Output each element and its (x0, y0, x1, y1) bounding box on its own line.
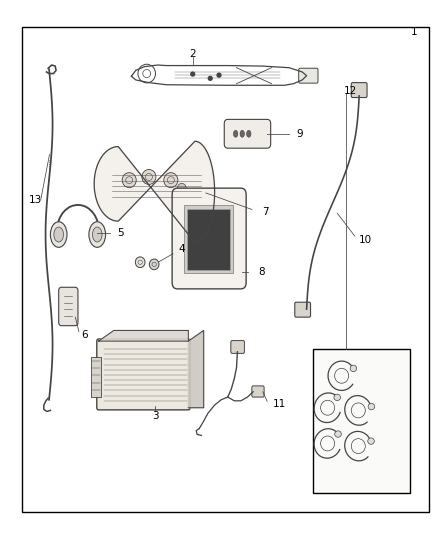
Text: 4: 4 (178, 244, 185, 254)
FancyBboxPatch shape (299, 68, 318, 83)
Ellipse shape (54, 227, 64, 242)
Ellipse shape (240, 131, 244, 137)
Text: 13: 13 (28, 195, 42, 205)
FancyBboxPatch shape (295, 302, 311, 317)
Polygon shape (188, 330, 204, 408)
FancyBboxPatch shape (224, 119, 271, 148)
Text: 6: 6 (81, 330, 88, 340)
Ellipse shape (190, 71, 195, 77)
Text: 12: 12 (344, 86, 357, 95)
Text: 2: 2 (189, 50, 196, 59)
Polygon shape (94, 141, 215, 243)
Text: 5: 5 (117, 229, 124, 238)
FancyBboxPatch shape (172, 188, 246, 289)
Ellipse shape (164, 173, 178, 188)
Polygon shape (99, 330, 188, 341)
Text: 11: 11 (273, 399, 286, 409)
FancyBboxPatch shape (97, 339, 190, 410)
Text: 10: 10 (359, 236, 372, 245)
Ellipse shape (177, 183, 186, 193)
Ellipse shape (216, 72, 222, 78)
Ellipse shape (122, 173, 136, 188)
FancyBboxPatch shape (231, 341, 244, 353)
FancyBboxPatch shape (252, 386, 264, 397)
Text: 7: 7 (261, 207, 268, 217)
Ellipse shape (149, 259, 159, 270)
Ellipse shape (135, 257, 145, 268)
Ellipse shape (233, 131, 238, 137)
Ellipse shape (208, 76, 213, 81)
Text: 9: 9 (297, 129, 304, 139)
Ellipse shape (350, 365, 357, 372)
Bar (313, 349, 410, 493)
Bar (184, 205, 233, 273)
Ellipse shape (368, 403, 374, 410)
Ellipse shape (334, 394, 340, 401)
Ellipse shape (247, 131, 251, 137)
Text: 3: 3 (152, 411, 159, 421)
Text: 1: 1 (410, 27, 417, 37)
Ellipse shape (368, 438, 374, 445)
FancyBboxPatch shape (59, 287, 78, 326)
Ellipse shape (335, 431, 341, 437)
Ellipse shape (89, 222, 106, 247)
FancyBboxPatch shape (351, 83, 367, 98)
Bar (187, 209, 230, 270)
Text: 8: 8 (258, 267, 265, 277)
Ellipse shape (92, 227, 102, 242)
Ellipse shape (142, 169, 156, 184)
Bar (91, 357, 101, 397)
Ellipse shape (50, 222, 67, 247)
